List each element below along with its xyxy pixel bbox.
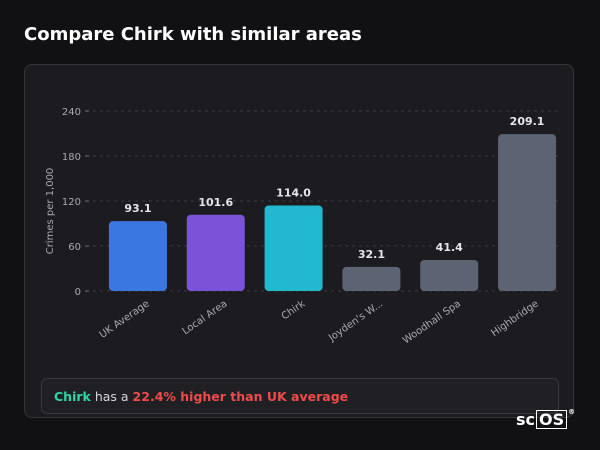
logo-prefix: sc xyxy=(516,409,536,429)
bar-4 xyxy=(342,266,401,291)
bar-value-label: 114.0 xyxy=(276,187,311,200)
scos-logo: sc OS ® xyxy=(516,408,575,430)
x-tick-label: Chirk xyxy=(280,298,308,322)
x-tick-label: UK Average xyxy=(98,298,152,340)
chart-card: 0 60 120 180 240 Crimes per 1,000 93.1 UK Avera… xyxy=(24,64,574,418)
logo-registered-mark: ® xyxy=(568,408,576,416)
bar-value-label: 32.1 xyxy=(358,248,385,261)
x-tick-label: Woodhall Spa xyxy=(401,298,463,346)
summary-place: Chirk xyxy=(54,388,91,404)
x-tick-label: Joyden's W... xyxy=(326,298,385,344)
bar-5 xyxy=(420,259,479,291)
bar-value-label: 41.4 xyxy=(436,241,463,254)
summary-box: Chirk has a 22.4% higher than UK average xyxy=(41,378,559,414)
y-tick-label: 180 xyxy=(62,152,81,163)
bar-1 xyxy=(108,221,167,291)
bar-6 xyxy=(498,134,557,291)
y-tick-label: 0 xyxy=(75,287,81,298)
bar-chart: 0 60 120 180 240 Crimes per 1,000 93.1 UK Avera… xyxy=(45,107,560,346)
bar-value-label: 101.6 xyxy=(198,196,233,209)
logo-boxed-text: OS xyxy=(536,409,568,429)
y-tick-label: 60 xyxy=(68,242,81,253)
bar-value-label: 209.1 xyxy=(510,115,545,128)
x-tick-label: Highbridge xyxy=(489,298,540,339)
y-axis-label: Crimes per 1,000 xyxy=(45,168,56,255)
x-tick-label: Local Area xyxy=(180,298,229,337)
bar-2 xyxy=(186,214,245,291)
bar-3 xyxy=(264,205,323,291)
bar-value-label: 93.1 xyxy=(124,202,151,215)
y-tick-label: 120 xyxy=(62,197,81,208)
y-tick-label: 240 xyxy=(62,107,81,118)
summary-connector: has a xyxy=(94,388,129,404)
page-title: Compare Chirk with similar areas xyxy=(24,24,362,45)
summary-comparison: 22.4% higher than UK average xyxy=(132,388,349,404)
